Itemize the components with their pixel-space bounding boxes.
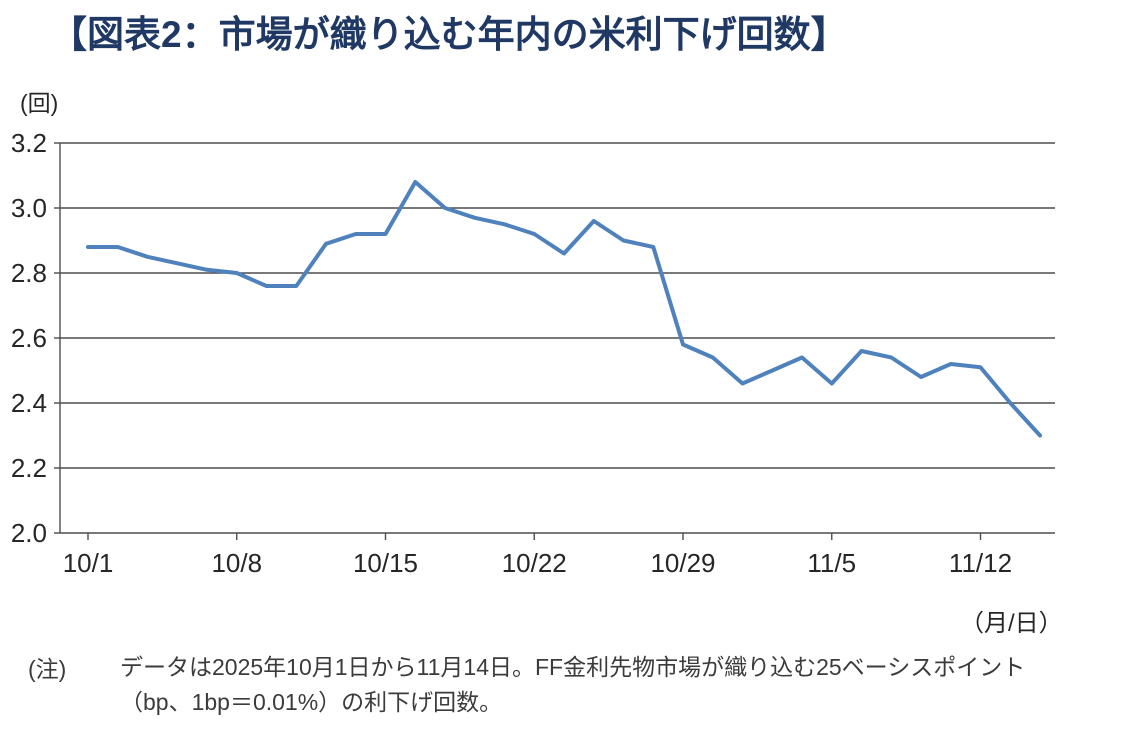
y-tick-label: 2.0 (11, 518, 47, 548)
footnote-prefix: (注) (28, 656, 67, 682)
y-tick-label: 3.0 (11, 193, 47, 223)
x-axis-unit-label: （月/日） (960, 610, 1063, 637)
footnote-line1: データは2025年10月1日から11月14日。FF金利先物市場が織り込む25ベー… (120, 654, 1026, 680)
footnote: (注) データは2025年10月1日から11月14日。FF金利先物市場が織り込む… (28, 650, 1113, 719)
y-tick-label: 2.2 (11, 453, 47, 483)
x-tick-label: 11/5 (807, 548, 856, 578)
data-line (86, 180, 1042, 438)
x-tick-label: 10/29 (650, 548, 715, 578)
y-tick-label: 2.4 (11, 388, 47, 418)
x-tick-label: 10/8 (211, 548, 262, 578)
chart-title: 【図表2：市場が織り込む年内の米利下げ回数】 (50, 14, 848, 55)
y-tick-label: 2.8 (11, 258, 47, 288)
footnote-body: データは2025年10月1日から11月14日。FF金利先物市場が織り込む25ベー… (120, 650, 1025, 719)
y-tick-label: 3.2 (11, 128, 47, 158)
footnote-line2: （bp、1bp＝0.01%）の利下げ回数。 (120, 688, 503, 715)
y-tick-label: 2.6 (11, 323, 47, 353)
x-tick-label: 10/22 (502, 548, 567, 578)
x-tick-label: 10/1 (63, 548, 114, 578)
line-chart: 3.2 3.0 2.8 2.6 2.4 2.2 2.0 10/1 10/8 10/15 10/22 1… (11, 128, 1055, 578)
x-tick-label: 10/15 (353, 548, 418, 578)
x-tick-label: 11/12 (949, 548, 1012, 578)
y-axis-unit-label: (回) (20, 90, 59, 116)
